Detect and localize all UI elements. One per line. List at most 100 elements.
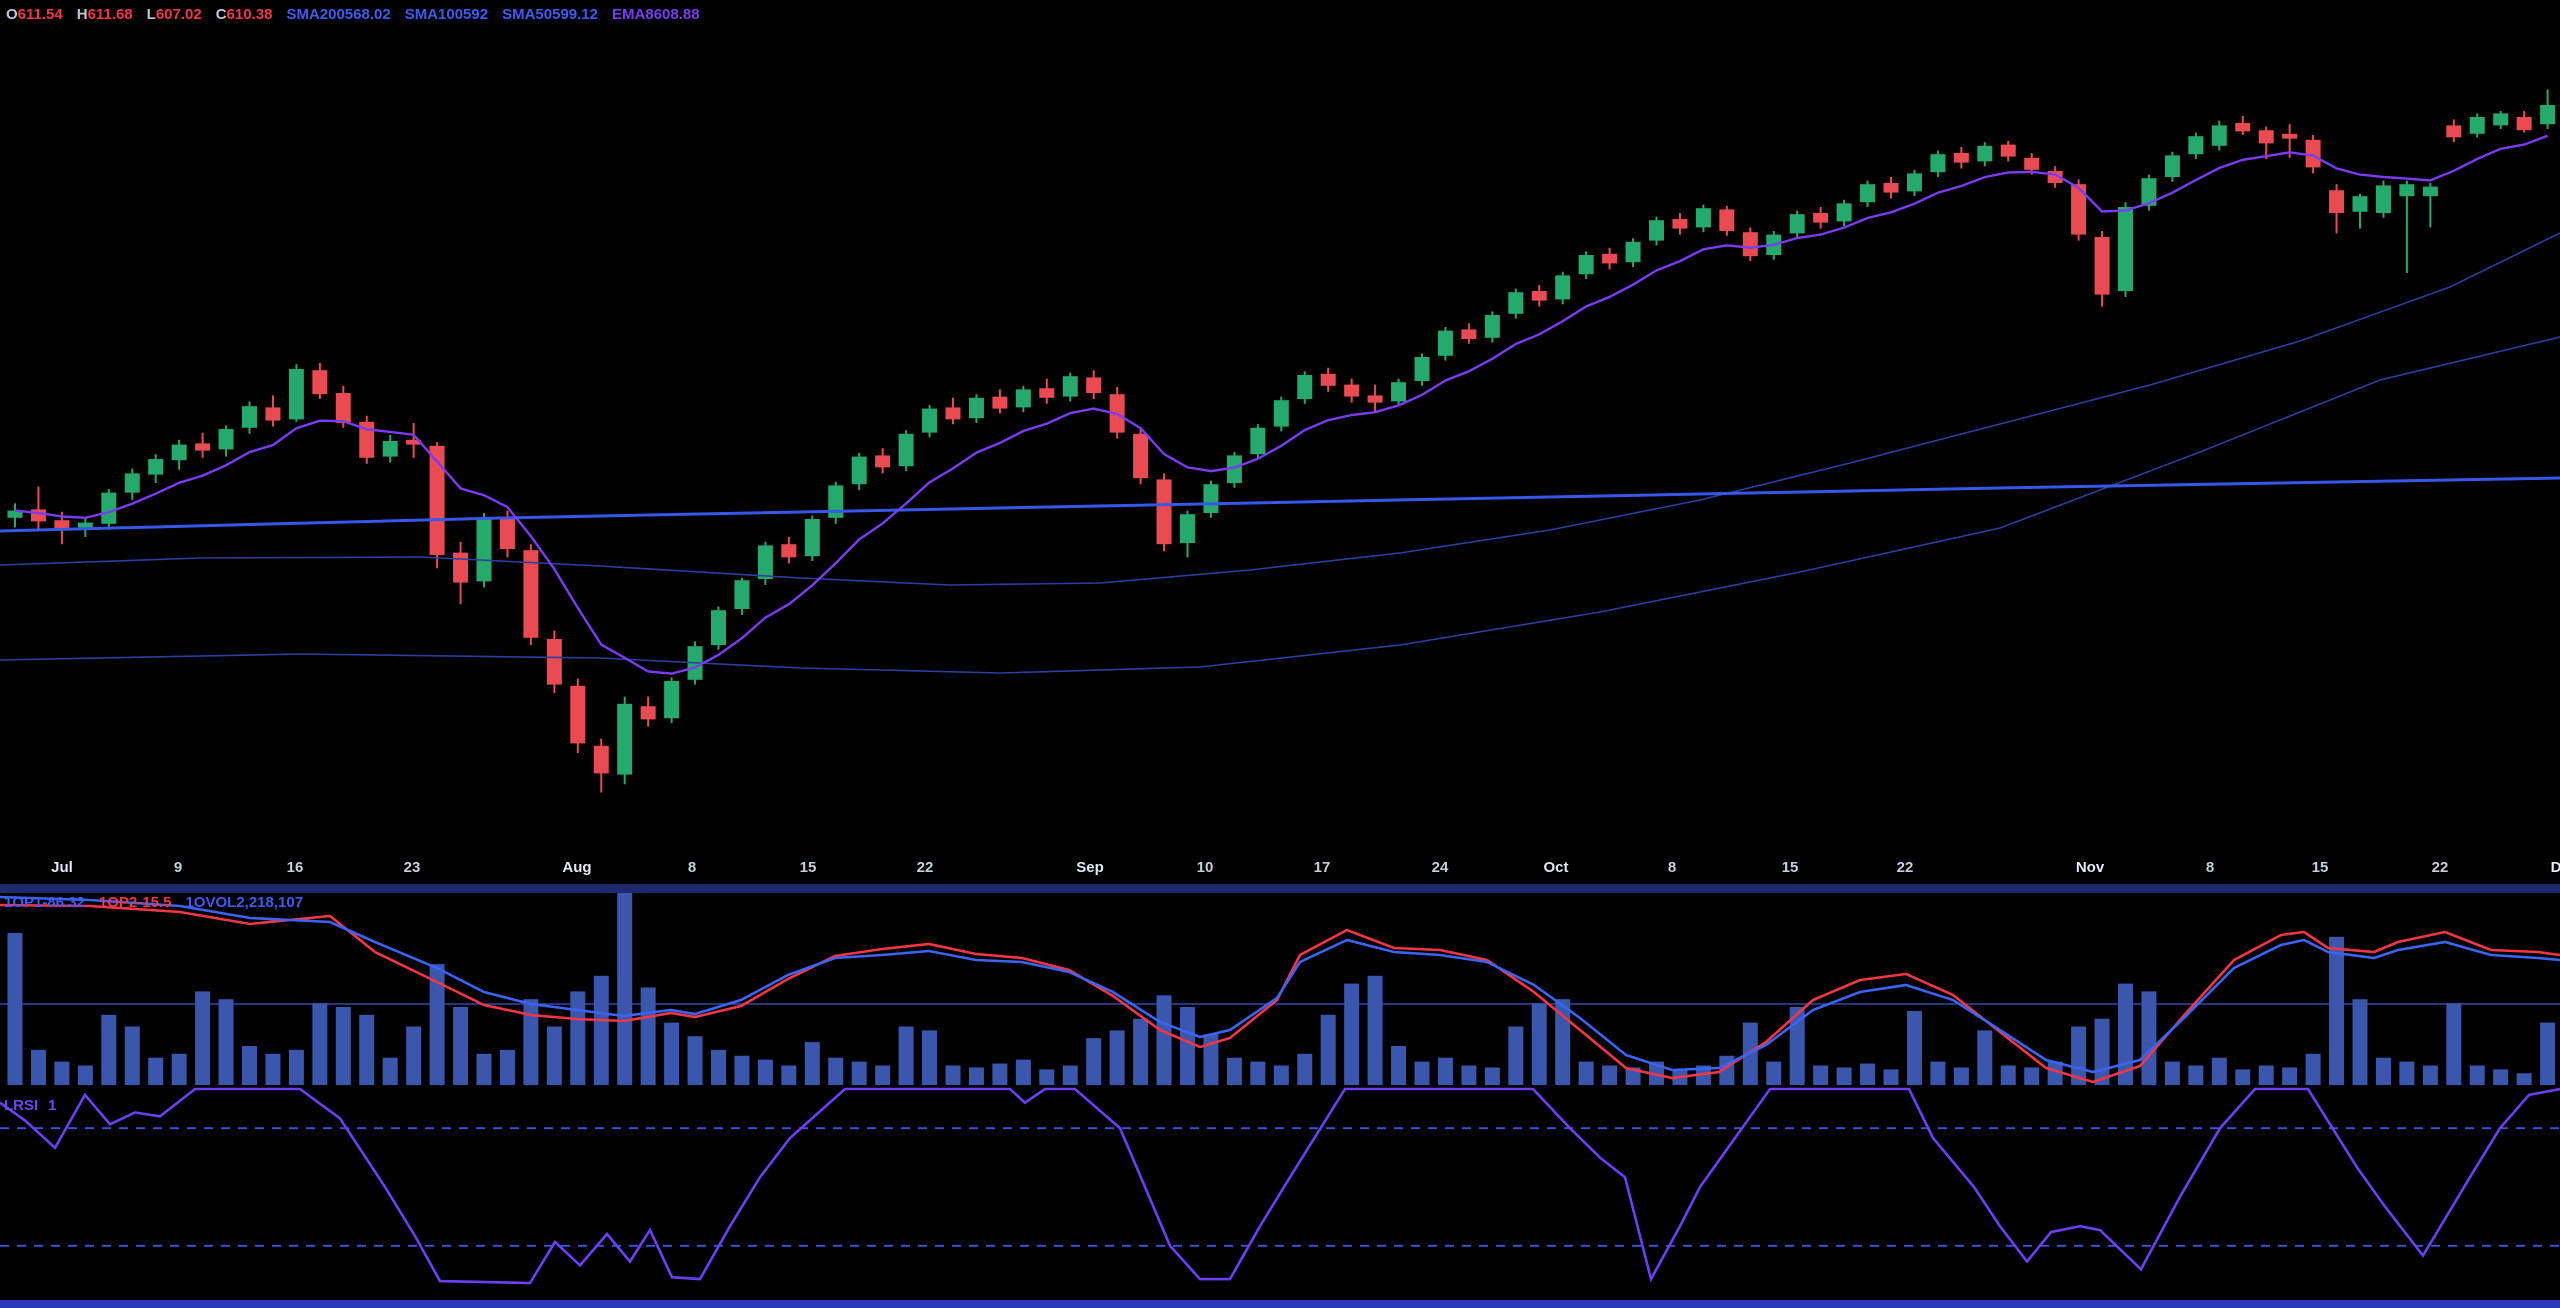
volume-bar: [2118, 983, 2133, 1085]
axis-tick-label: 22: [1896, 859, 1914, 876]
sma200-label[interactable]: SMA200: [286, 6, 345, 23]
volume-bar: [2141, 991, 2157, 1085]
axis-tick-label: 22: [916, 859, 934, 876]
volume-bar: [992, 1063, 1008, 1085]
volume-bar: [1133, 1018, 1149, 1085]
volume-bar: [218, 999, 234, 1085]
candle-body: [1531, 291, 1547, 301]
volume-bar: [593, 975, 609, 1085]
candle-body: [1883, 183, 1899, 193]
volume-bar: [429, 964, 445, 1085]
candle-body: [1578, 255, 1594, 275]
lrsi-label[interactable]: LRSI: [4, 1097, 39, 1114]
axis-tick-label: Sep: [1076, 859, 1104, 876]
candle-body: [804, 519, 820, 557]
sma100-line[interactable]: [0, 336, 2560, 674]
axis-tick-label: 15: [799, 859, 817, 876]
candle-body: [101, 492, 117, 524]
candle-body: [429, 445, 445, 555]
candle-body: [898, 433, 914, 467]
lrsi-line[interactable]: [0, 1087, 2560, 1285]
axis-tick-label: Jul: [51, 859, 73, 876]
pane-separator-volume[interactable]: [0, 884, 2560, 893]
volume-bar: [1508, 1026, 1524, 1085]
volume-bar: [1250, 1061, 1266, 1085]
volume-bar: [1320, 1014, 1336, 1085]
candle-body: [734, 580, 750, 609]
op2-label[interactable]: 1OP2: [98, 894, 138, 911]
candle-body: [406, 439, 422, 445]
volume-bar: [1273, 1065, 1289, 1085]
open-value: 611.54: [17, 6, 63, 23]
candle-body: [2024, 157, 2040, 170]
candle-body: [124, 473, 140, 493]
sma50-label[interactable]: SMA50: [502, 6, 553, 23]
axis-tick-label: 8: [687, 859, 697, 876]
sma100-label[interactable]: SMA100: [404, 6, 464, 23]
volume-bar: [1930, 1061, 1946, 1085]
volume-bar: [1039, 1069, 1055, 1085]
sma200-line[interactable]: [0, 476, 2560, 533]
price-legend: O611.54 H611.68 L607.02 C610.38 SMA20056…: [6, 6, 700, 23]
axis-tick-label: 15: [1781, 859, 1799, 876]
sma50-line[interactable]: [0, 232, 2560, 586]
axis-tick-label: 16: [286, 859, 304, 876]
candle-body: [2000, 144, 2016, 157]
volume-bar: [124, 1026, 140, 1085]
op1-indicator-line[interactable]: [0, 895, 2560, 1074]
candle-body: [828, 485, 844, 518]
candle-body: [1953, 153, 1969, 163]
candle-body: [1250, 427, 1266, 455]
ema8-label[interactable]: EMA8: [612, 6, 654, 23]
volume-bar: [1086, 1038, 1102, 1085]
axis-tick-label: 24: [1431, 859, 1449, 876]
candle-body: [1930, 154, 1946, 173]
candle-body: [1625, 241, 1641, 263]
candle-body: [1508, 292, 1524, 314]
candle-body: [711, 610, 726, 645]
candle-body: [1180, 514, 1195, 543]
candle-body: [1367, 395, 1383, 403]
volume-bar: [1297, 1053, 1313, 1085]
ema8-line[interactable]: [14, 134, 2549, 675]
lrsi-legend: LRSI 1: [4, 1097, 57, 1114]
volume-bar: [265, 1053, 281, 1085]
volume-bar: [1461, 1065, 1477, 1085]
candle-body: [195, 443, 211, 451]
candle-body: [499, 517, 515, 549]
candle-body: [1602, 253, 1618, 264]
pane-separator-bottom[interactable]: [0, 1300, 2560, 1308]
candle-body: [2071, 184, 2087, 235]
candle-body: [1461, 329, 1477, 339]
candle-body: [781, 544, 797, 558]
axis-tick-label: D: [2550, 859, 2560, 876]
volume-bar: [1226, 1057, 1242, 1085]
candle-body: [1344, 384, 1360, 397]
ovol-value: 2,218,107: [236, 894, 304, 911]
volume-bar: [1156, 995, 1172, 1085]
time-axis[interactable]: Jul 9 16 23 Aug 8 15 22 Sep 10 17 24 Oct 8 15 22 Nov 8 15 2…: [0, 853, 2560, 883]
candle-body: [1977, 145, 1993, 162]
volume-bar: [242, 1046, 257, 1085]
op1-label[interactable]: 1OP1: [4, 894, 43, 911]
volume-bar: [875, 1065, 891, 1085]
candle-body: [2375, 185, 2391, 213]
candle-body: [570, 685, 586, 744]
volume-bar: [546, 1026, 562, 1085]
candle-body: [968, 397, 984, 419]
candle-body: [1906, 173, 1922, 192]
volume-bar: [171, 1053, 187, 1085]
ovol-label[interactable]: 1OVOL: [185, 894, 237, 911]
volume-bar: [2024, 1067, 2040, 1085]
candle-body: [1484, 315, 1500, 338]
volume-bar: [2493, 1069, 2509, 1085]
op2-indicator-line[interactable]: [0, 903, 2560, 1084]
candle-body: [1062, 376, 1078, 397]
volume-bar: [2469, 1065, 2485, 1085]
volume-bar: [617, 890, 633, 1085]
candle-body: [2235, 123, 2251, 132]
ema8-value: 608.88: [653, 6, 700, 23]
volume-bar: [687, 1036, 703, 1085]
volume-bar: [148, 1057, 164, 1085]
